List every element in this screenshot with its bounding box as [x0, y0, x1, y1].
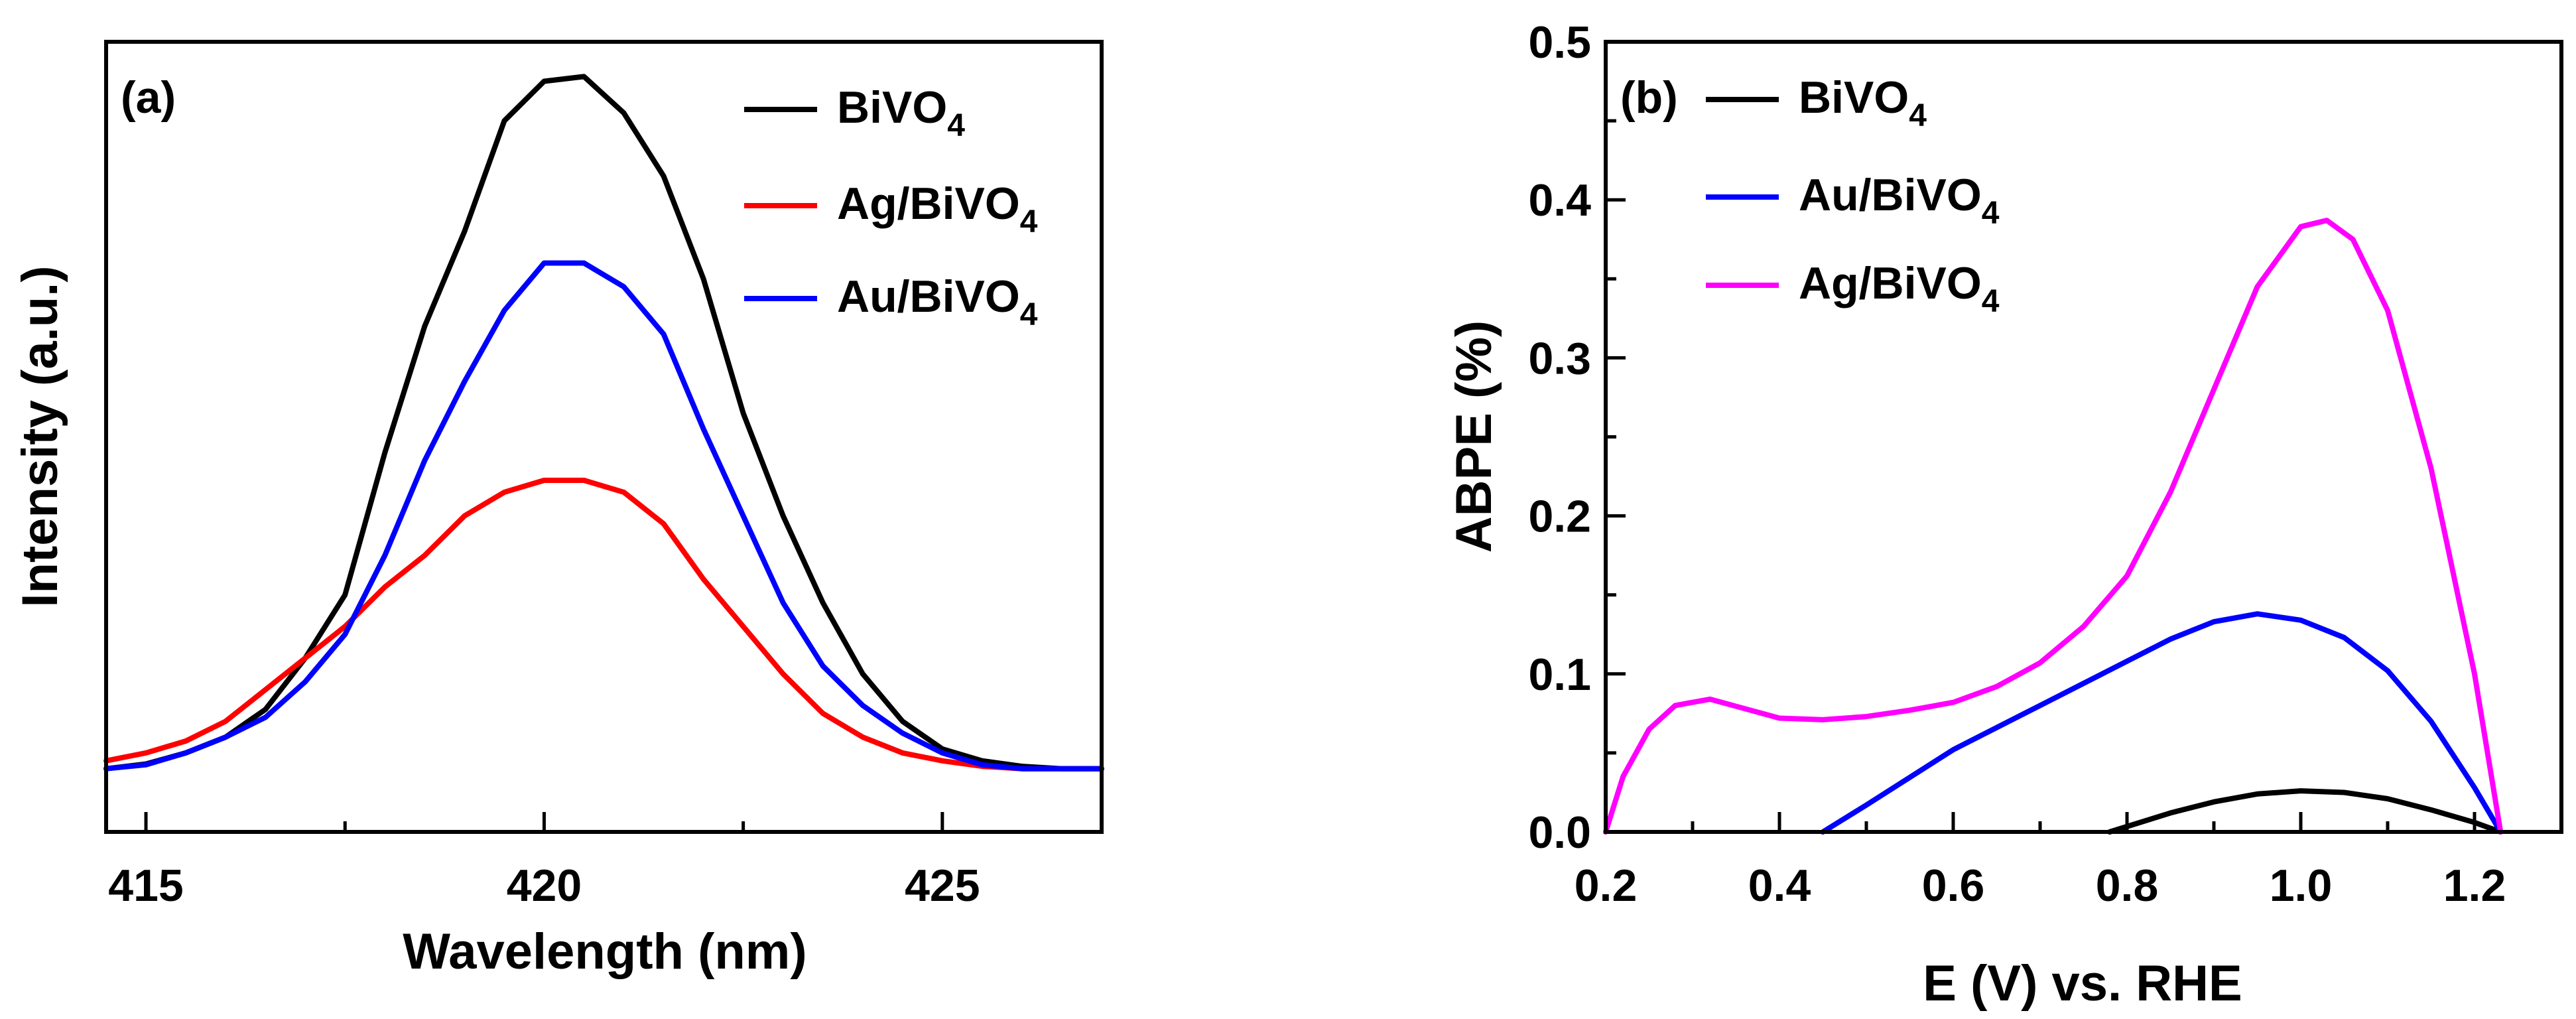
panel-a-legend: BiVO4 Ag/BiVO4 Au/BiVO4	[744, 82, 1038, 332]
panel-b-legend-label-au-bivo4: Au/BiVO	[1799, 170, 1982, 220]
panel-a-series-bivo4	[103, 74, 1104, 772]
svg-text:Ag/BiVO4: Ag/BiVO4	[1799, 258, 2000, 319]
panel-a-legend-subscript-ag-bivo4: 4	[1020, 204, 1038, 239]
panel-b-y-axis-label: ABPE (%)	[1446, 320, 1502, 553]
panel-b-x-tick-label: 0.6	[1922, 860, 1985, 911]
svg-text:BiVO4: BiVO4	[837, 82, 965, 143]
panel-a-legend-subscript-bivo4: 4	[947, 108, 965, 143]
panel-b-y-tick-label: 0.3	[1528, 333, 1591, 383]
panel-b-x-tick-label: 0.8	[2096, 860, 2159, 911]
panel-a-legend-entry-bivo4: BiVO4	[744, 82, 965, 143]
panel-a-x-tick-label: 420	[507, 860, 582, 911]
panel-a-x-tick-label: 425	[905, 860, 980, 911]
panel-b-x-tick-label: 1.2	[2443, 860, 2506, 911]
panel-b-y-tick-label: 0.1	[1528, 649, 1591, 700]
panel-a-legend-subscript-au-bivo4: 4	[1020, 297, 1038, 332]
svg-text:Ag/BiVO4: Ag/BiVO4	[837, 178, 1038, 239]
panel-b-x-tick-label: 0.4	[1748, 860, 1811, 911]
svg-text:Au/BiVO4: Au/BiVO4	[837, 271, 1038, 332]
panel-a-legend-entry-au-bivo4: Au/BiVO4	[744, 271, 1038, 332]
panel-b-legend-subscript-au-bivo4: 4	[1982, 196, 2000, 231]
panel-a-legend-label-au-bivo4: Au/BiVO	[837, 271, 1020, 322]
panel-b-series-bivo4	[2106, 788, 2504, 835]
panel-b-x-tick-label: 1.0	[2270, 860, 2333, 911]
panel-a-label: (a)	[121, 72, 176, 123]
panel-a-x-tick-label: 415	[108, 860, 183, 911]
panel-a-x-ticks: 415 420 425	[108, 812, 980, 911]
panel-b-ticks: 0.2 0.4 0.6 0.8 1.0 1.2 0.0 0.1 0.2 0.3 0.4 0.5	[1528, 17, 2563, 911]
panel-a-y-axis-label: Intensity (a.u.)	[12, 265, 68, 607]
panel-b-y-tick-label: 0.2	[1528, 492, 1591, 542]
panel-b-label: (b)	[1620, 72, 1678, 123]
panel-b-legend-label-bivo4: BiVO	[1799, 72, 1909, 123]
panel-b-y-tick-label: 0.0	[1528, 807, 1591, 858]
panel-a: 415 420 425 (a) Intensity (a.u.) Wavelengt…	[12, 40, 1104, 980]
panel-b-y-tick-label: 0.5	[1528, 17, 1591, 68]
panel-b-legend-entry-au-bivo4: Au/BiVO4	[1706, 170, 2000, 231]
panel-b: 0.2 0.4 0.6 0.8 1.0 1.2 0.0 0.1 0.2 0.3 0.4 0.5 (b)…	[1446, 17, 2563, 1012]
panel-b-legend-subscript-ag-bivo4: 4	[1982, 284, 2000, 319]
panel-a-legend-entry-ag-bivo4: Ag/BiVO4	[744, 178, 1038, 239]
svg-text:Au/BiVO4: Au/BiVO4	[1799, 170, 2000, 231]
panel-b-y-tick-label: 0.4	[1528, 175, 1591, 226]
panel-b-series-group	[1603, 218, 2504, 835]
panel-b-legend: BiVO4 Au/BiVO4 Ag/BiVO4	[1706, 72, 2000, 319]
panel-a-frame	[104, 40, 1104, 834]
panel-b-legend-label-ag-bivo4: Ag/BiVO	[1799, 258, 1982, 308]
panel-a-legend-label-bivo4: BiVO	[837, 82, 947, 133]
panel-a-series-au-bivo4	[103, 260, 1104, 772]
svg-text:BiVO4: BiVO4	[1799, 72, 1927, 133]
panel-b-series-au-bivo4	[1820, 611, 2504, 835]
panel-a-series-ag-bivo4	[103, 478, 1104, 772]
panel-b-frame	[1604, 40, 2563, 834]
panel-b-legend-entry-bivo4: BiVO4	[1706, 72, 1927, 133]
panel-b-x-tick-label: 0.2	[1575, 860, 1638, 911]
panel-b-legend-entry-ag-bivo4: Ag/BiVO4	[1706, 258, 2000, 319]
panel-a-legend-label-ag-bivo4: Ag/BiVO	[837, 178, 1020, 229]
panel-b-series-ag-bivo4	[1603, 218, 2504, 835]
panel-b-legend-subscript-bivo4: 4	[1909, 98, 1927, 133]
panel-a-series-group	[103, 74, 1104, 772]
panel-a-x-axis-label: Wavelength (nm)	[403, 923, 806, 980]
panel-b-x-axis-label: E (V) vs. RHE	[1923, 955, 2242, 1012]
